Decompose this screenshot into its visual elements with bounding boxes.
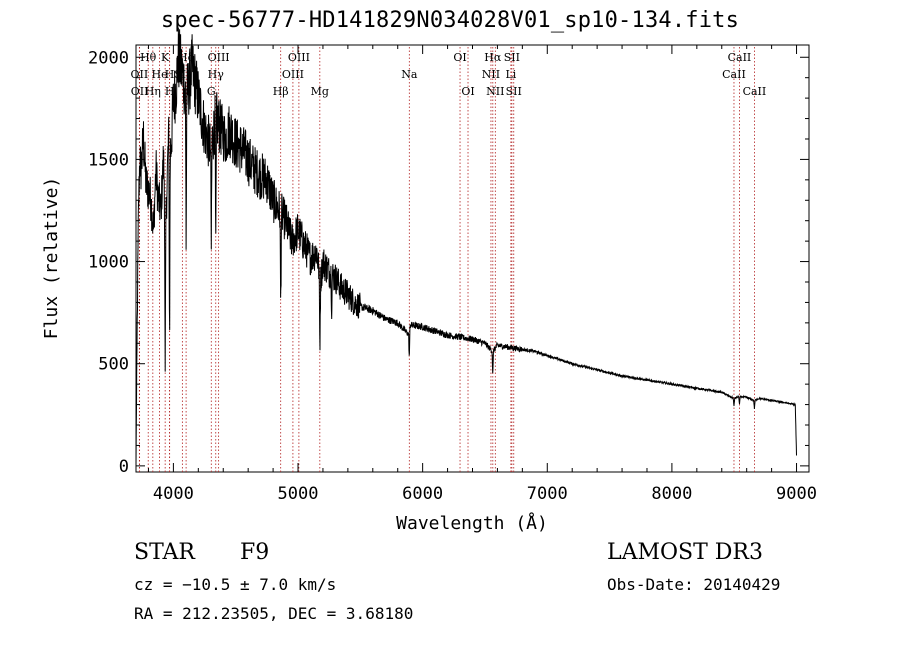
x-tick-label: 5000 <box>278 484 319 504</box>
x-axis-label: Wavelength (Å) <box>396 512 548 534</box>
object-class: STAR <box>134 540 195 565</box>
redshift-velocity: cz = −10.5 ± 7.0 km/s <box>134 575 337 594</box>
spectral-line-label: OIII <box>288 51 310 64</box>
x-tick-label: 8000 <box>651 484 692 504</box>
spectral-line-label: OIII <box>282 68 304 81</box>
y-tick-label: 1000 <box>88 253 129 273</box>
y-tick-label: 1500 <box>88 150 129 170</box>
chart-title: spec-56777-HD141829N034028V01_sp10-134.f… <box>160 8 740 33</box>
spectral-line-label: He <box>152 68 168 81</box>
spectral-line-label: Li <box>505 68 516 81</box>
spectrum-line <box>135 27 797 466</box>
spectral-line-label: OII <box>131 85 149 98</box>
spectral-line-label: OII <box>131 68 149 81</box>
spectral-line-label: H <box>165 68 175 81</box>
spectral-line-label: NII <box>482 68 500 81</box>
x-tick-label: 6000 <box>402 484 443 504</box>
x-tick-label: 9000 <box>776 484 817 504</box>
x-tick-label: 7000 <box>527 484 568 504</box>
observation-date: Obs-Date: 20140429 <box>607 575 781 594</box>
axis-ticks: 4000 5000 6000 7000 8000 9000 0 500 1000 1500 2000 <box>88 45 817 504</box>
spectral-line-label: H <box>165 85 175 98</box>
y-tick-label: 0 <box>119 457 129 477</box>
spectral-line-label: CaII <box>722 68 746 81</box>
spectral-line-label: CaII <box>743 85 767 98</box>
spectral-line-label: SII <box>506 85 522 98</box>
spectral-line-label: G <box>207 85 216 98</box>
spectral-line-label: Hα <box>484 51 502 64</box>
spectral-line-label: NII <box>486 85 504 98</box>
plot-frame <box>135 44 810 473</box>
spectral-line-label: Hθ <box>140 51 157 64</box>
spectral-line-label: OI <box>461 85 474 98</box>
y-tick-label: 500 <box>98 355 129 375</box>
spectral-lines <box>138 47 755 472</box>
spectral-line-label: OI <box>453 51 466 64</box>
y-axis-label: Flux (relative) <box>41 177 62 340</box>
spectral-line-label: Na <box>401 68 418 81</box>
spectral-line-label: Hγ <box>208 68 225 81</box>
x-tick-label: 4000 <box>153 484 194 504</box>
spectral-line-label: CaII <box>728 51 752 64</box>
spectral-line-label: OIII <box>208 51 230 64</box>
spectral-line-label: Hβ <box>273 85 289 98</box>
spectral-line-label: K <box>161 51 170 64</box>
object-subclass: F9 <box>240 540 270 565</box>
spectral-line-label: SII <box>504 51 520 64</box>
spectral-line-label: Mg <box>311 85 329 98</box>
survey-name: LAMOST DR3 <box>607 540 763 565</box>
coordinates: RA = 212.23505, DEC = 3.68180 <box>134 604 414 623</box>
spectral-line-label: Hη <box>145 85 161 98</box>
y-tick-label: 2000 <box>88 48 129 68</box>
